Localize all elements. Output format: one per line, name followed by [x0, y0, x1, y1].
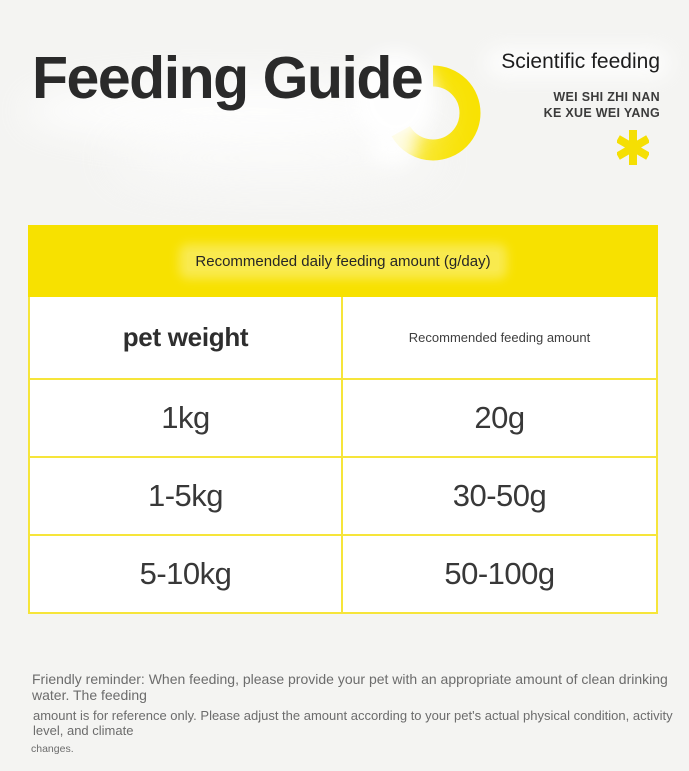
cell-weight: 1kg — [30, 380, 343, 456]
pinyin-line-1: WEI SHI ZHI NAN — [553, 90, 660, 104]
cell-amount: 30-50g — [343, 458, 656, 534]
reminder-line-3: changes. — [31, 743, 74, 755]
feeding-table: Recommended daily feeding amount (g/day)… — [28, 225, 658, 614]
page-title: Feeding Guide — [32, 45, 424, 111]
table-title: Recommended daily feeding amount (g/day) — [187, 251, 499, 271]
cell-amount: 50-100g — [343, 536, 656, 612]
table-header-row: pet weight Recommended feeding amount — [30, 297, 656, 378]
column-header-feeding-amount: Recommended feeding amount — [343, 297, 656, 378]
cell-weight: 1-5kg — [30, 458, 343, 534]
cell-weight: 5-10kg — [30, 536, 343, 612]
table-row: 5-10kg 50-100g — [30, 534, 656, 612]
pinyin-line-2: KE XUE WEI YANG — [543, 106, 660, 120]
table-row: 1kg 20g — [30, 378, 656, 456]
table-title-band: Recommended daily feeding amount (g/day) — [28, 225, 658, 297]
asterisk-icon — [617, 130, 649, 165]
cell-amount: 20g — [343, 380, 656, 456]
subtitle: Scientific feeding — [501, 50, 660, 73]
pinyin-caption: WEI SHI ZHI NAN KE XUE WEI YANG — [544, 89, 660, 121]
column-header-pet-weight: pet weight — [30, 297, 343, 378]
reminder-line-1: Friendly reminder: When feeding, please … — [32, 671, 668, 703]
reminder-line-2: amount is for reference only. Please adj… — [33, 708, 673, 738]
table-row: 1-5kg 30-50g — [30, 456, 656, 534]
